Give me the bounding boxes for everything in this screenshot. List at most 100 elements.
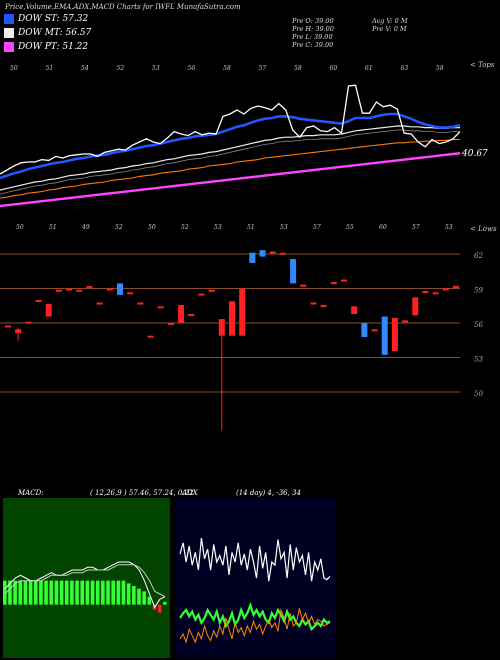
bottom-tick-label: 51 [247,224,255,231]
macd-histogram-bar [75,580,79,605]
candle-body [453,285,459,288]
adx-label: ADX [182,489,198,497]
top-tick-label: 56 [188,65,196,72]
pre-high: Pre H: 39.00 [292,25,334,33]
macd-histogram-bar [163,602,167,605]
top-tick-label: 51 [46,65,54,72]
y-tick-label: 62 [474,252,483,260]
candle-body [137,302,144,305]
top-tick-label: 60 [330,65,338,72]
macd-histogram-bar [49,580,54,605]
macd-histogram-bar [8,580,12,605]
macd-histogram-bar [126,583,131,605]
candle-body [310,302,317,305]
pre-close: Pre C: 39.00 [292,41,334,49]
macd-histogram-bar [132,586,136,605]
series-dow-mt-line [0,125,460,191]
macd-histogram-bar [28,580,33,605]
macd-background [3,498,170,658]
candle-body [371,329,378,332]
bottom-tick-label: 51 [49,224,57,231]
bottom-tick-label: 53 [214,224,222,231]
adx-adx-line [179,537,331,582]
candle-body [412,297,419,316]
adx-plusminus-di-line [179,601,331,632]
candle-body [320,305,327,308]
top-tick-label: 58 [436,65,444,72]
legend-dow-mt: DOW MT: 56.57 [4,27,91,39]
pre-volume: Pre V: 0 M [372,25,407,33]
legend-swatch-mt [4,28,14,38]
candle-body [5,325,11,328]
candle-body [147,335,154,338]
candle-body [330,282,337,285]
candle-body [442,288,449,291]
macd-histogram-bar [33,580,38,605]
macd-histogram-bar [90,580,95,605]
candle-body [239,288,246,336]
macd-histogram-bar [54,580,59,605]
top-tick-label: 57 [259,65,267,72]
candle-body [86,285,93,288]
adx-minus-di-line [179,608,331,644]
y-tick-label: 50 [474,390,483,398]
top-tick-label: 54 [81,65,89,72]
y-tick-label: 53 [474,356,483,364]
macd-histogram-bar [64,580,69,605]
candle-body [391,317,398,351]
page-header: Price,Volume,EMA,ADX,MACD Charts for IWF… [5,3,241,11]
top-tick-label: 58 [294,65,302,72]
legend-swatch-st [4,14,14,24]
candle-body [96,302,103,305]
candle-body [269,251,276,254]
legend-dow-pt: DOW PT: 51.22 [4,41,88,53]
macd-histogram-bar [157,604,162,613]
candle-body [300,284,307,287]
candle-body [229,301,235,336]
bottom-tick-label: 57 [313,224,321,231]
price-chart: 50 51 54 52 53 56 58 57 58 60 61 63 58 50 51 49 52 50 52 53… [0,65,461,231]
macd-histogram-bar [39,580,43,605]
last-price-label: 40.67 [462,149,488,159]
candle-body [341,279,347,282]
top-tick-label: 53 [152,65,160,72]
macd-histogram-bar [70,580,74,605]
tops-label: < Tops [470,61,495,69]
series-dow-pt-line [0,152,461,208]
candle-body [45,303,52,317]
macd-params: ( 12,26,9 ) 57.46, 57.24, 0.22 [90,489,194,497]
candle-chart: 62 59 56 53 50 [0,250,483,431]
series-price-line [0,84,461,175]
avg-volume: Avg V: 0 M [372,17,408,25]
macd-histogram-bar [18,580,23,605]
candle-body [249,252,256,263]
candle-body [361,322,368,337]
candle-body [167,322,174,325]
bottom-tick-label: 53 [445,224,453,231]
candle-body [15,329,22,334]
candle-body [259,250,266,257]
candle-body [422,291,429,294]
top-tick-label: 52 [117,65,125,72]
series-dow-st-line [0,112,461,180]
candle-body [198,293,205,296]
candle-body [381,316,388,355]
bottom-tick-label: 57 [412,224,420,231]
candle-body [178,305,185,323]
macd-histogram-bar [137,588,141,605]
macd-chart [3,498,170,658]
candle-body [117,283,123,295]
candle-body [279,252,286,255]
series-ema-50-line [0,139,460,199]
y-tick-label: 56 [474,321,483,329]
macd-signal-line [4,564,166,598]
bottom-tick-label: 52 [115,224,123,231]
candle-body [55,289,62,292]
bottom-tick-label: 55 [346,224,354,231]
macd-histogram-bar [116,580,121,605]
candle-body [66,288,73,291]
bottom-tick-label: 60 [379,224,387,231]
macd-histogram-bar [106,580,110,605]
top-tick-label: 61 [365,65,373,72]
